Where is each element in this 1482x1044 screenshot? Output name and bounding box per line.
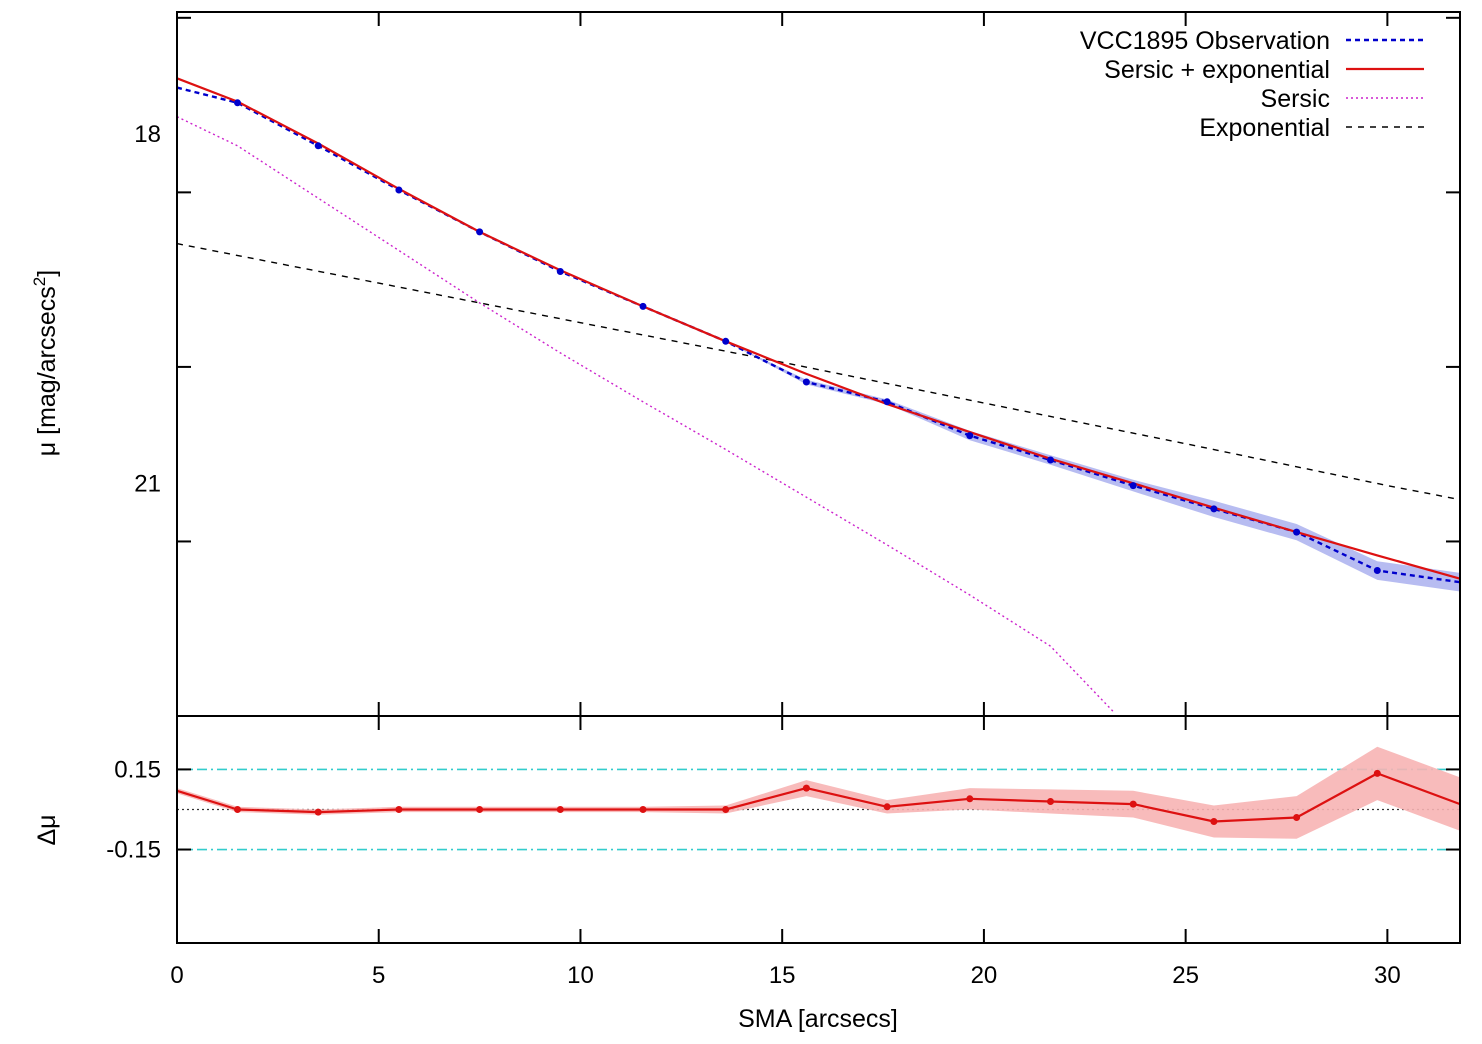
observation-point [966, 432, 974, 440]
top-y-axis-title: μ [mag/arcsecs2] [30, 270, 61, 456]
legend-label: Sersic [1261, 85, 1330, 113]
residual-point [1373, 769, 1381, 777]
x-tick-label: 20 [971, 962, 998, 989]
observation-point [556, 268, 564, 275]
residual-point [395, 806, 403, 813]
residual-point [1129, 800, 1137, 808]
legend-label: VCC1895 Observation [1080, 27, 1330, 55]
y-tick-label: 21 [134, 470, 161, 497]
x-tick-label: 15 [769, 962, 796, 989]
top-series-points [234, 99, 1381, 574]
residual-panel: 0.15 -0.15 0 5 10 15 20 25 30 Δμ SMA [arcsecs] [33, 715, 1461, 1033]
bottom-y-ticks: 0.15 -0.15 [106, 756, 1460, 864]
observation-point [1129, 482, 1137, 490]
residual-point [883, 803, 891, 811]
residual-point [639, 806, 647, 813]
observation-point [1293, 528, 1301, 536]
residual-point [1047, 798, 1054, 805]
x-tick-label: 30 [1374, 962, 1401, 989]
residual-point [1293, 814, 1301, 821]
x-axis-title: SMA [arcsecs] [738, 1005, 898, 1033]
series-line-exponential [176, 242, 1461, 501]
observation-point [639, 302, 647, 310]
residual-point [722, 806, 730, 813]
observation-point [1373, 567, 1381, 574]
top-series-lines [176, 77, 1461, 712]
bottom-x-ticks: 0 5 10 15 20 25 30 [170, 716, 1401, 989]
bottom-plot-border [176, 715, 1461, 944]
bottom-reference-lines [177, 768, 1460, 851]
x-tick-label: 25 [1172, 962, 1199, 989]
observation-point [722, 337, 730, 345]
observation-point [476, 228, 484, 236]
observation-point [1210, 505, 1218, 513]
residual-point [234, 806, 241, 813]
series-line-sersic-exponential [176, 77, 1461, 580]
observation-point [1047, 456, 1054, 464]
residual-error-band [177, 746, 1460, 839]
top-error-bands [177, 87, 1460, 592]
residual-point [556, 806, 564, 813]
residual-point [802, 784, 810, 792]
series-line-sersic [176, 116, 1114, 712]
residual-point [476, 806, 484, 813]
observation-point [883, 398, 891, 406]
top-y-axis-title-main: μ [mag/arcsecs [33, 286, 61, 456]
residual-y-tick-label: -0.15 [106, 837, 161, 864]
bottom-series-points [234, 769, 1381, 825]
top-error-band-0 [177, 87, 1460, 592]
y-tick-label: 18 [134, 121, 161, 148]
top-y-axis-title-sup: 2 [30, 277, 49, 286]
top-x-ticks [377, 12, 1389, 716]
bottom-error-band [177, 746, 1460, 839]
observation-point [395, 186, 403, 194]
observation-point [234, 99, 241, 107]
residual-point [314, 808, 322, 816]
residual-point [966, 795, 974, 803]
bottom-panel-frame [176, 715, 1461, 944]
x-tick-label: 10 [567, 962, 594, 989]
series-line-vcc1895-observation [176, 86, 1461, 584]
x-tick-label: 0 [170, 962, 183, 989]
residual-point [1210, 818, 1218, 825]
observation-point [802, 378, 810, 386]
residual-y-tick-label: 0.15 [114, 756, 161, 783]
legend-label: Sersic + exponential [1104, 56, 1330, 84]
legend-label: Exponential [1199, 114, 1330, 142]
x-tick-label: 5 [372, 962, 385, 989]
top-y-axis-title-close: ] [33, 270, 61, 277]
bottom-y-axis-title: Δμ [33, 814, 61, 845]
observation-point [314, 142, 322, 150]
